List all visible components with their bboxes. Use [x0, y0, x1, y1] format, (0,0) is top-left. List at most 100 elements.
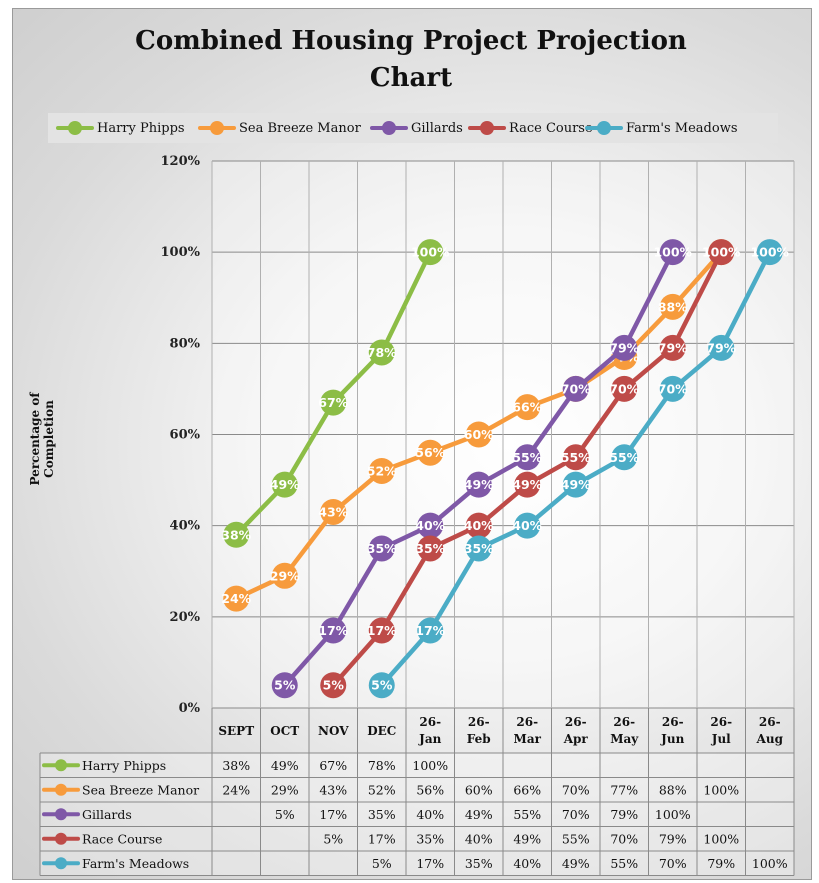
table-cell: 79% — [610, 807, 638, 822]
data-label: 49% — [512, 477, 542, 492]
y-tick-label: 120% — [161, 154, 201, 169]
data-point — [271, 471, 298, 498]
x-category-label: 26- — [710, 715, 732, 729]
x-category-label: Jan — [418, 732, 441, 746]
x-category-label: Aug — [756, 732, 784, 746]
x-category-label: 26- — [419, 715, 441, 729]
x-category-label: OCT — [270, 724, 299, 738]
legend-marker — [468, 119, 506, 137]
x-category-label: 26- — [759, 715, 781, 729]
data-point — [514, 394, 541, 421]
chart-frame — [12, 8, 812, 880]
data-point — [320, 389, 347, 416]
data-point — [223, 521, 250, 548]
series-race-course: 5% 17% 35% 40% 49% 55% 70% 79% 100% — [320, 239, 741, 699]
data-label: 70% — [609, 381, 639, 396]
data-point — [368, 672, 395, 699]
x-category-label: 26- — [468, 715, 490, 729]
data-point — [465, 471, 492, 498]
data-point — [514, 471, 541, 498]
data-label: 35% — [464, 541, 494, 556]
data-point — [514, 512, 541, 539]
table-cell: 35% — [416, 831, 444, 846]
x-category-label: Jun — [660, 732, 684, 746]
table-cell: 88% — [659, 782, 687, 797]
y-tick-label: 100% — [161, 245, 201, 260]
data-point — [708, 239, 735, 266]
legend-marker — [370, 119, 408, 137]
table-series-name: Sea Breeze Manor — [82, 782, 199, 797]
table-cell: 35% — [465, 856, 493, 871]
data-label: 55% — [609, 450, 639, 465]
table-series-name: Farm's Meadows — [82, 856, 189, 871]
table-cell: 55% — [562, 831, 590, 846]
y-tick-label: 40% — [170, 519, 201, 534]
data-label: 29% — [270, 568, 300, 583]
data-point — [756, 239, 783, 266]
legend-label: Farm's Meadows — [626, 120, 738, 136]
data-point — [368, 339, 395, 366]
data-label: 24% — [221, 591, 251, 606]
table-series-name: Harry Phipps — [82, 758, 166, 773]
data-point — [320, 498, 347, 525]
x-category-label: Apr — [563, 732, 589, 746]
data-point — [611, 444, 638, 471]
table-cell: 78% — [368, 758, 396, 773]
data-label: 40% — [464, 518, 494, 533]
data-point — [465, 421, 492, 448]
legend-item: Gillards — [370, 113, 463, 143]
table-cell: 5% — [323, 831, 343, 846]
legend-item: Harry Phipps — [56, 113, 185, 143]
data-point — [611, 375, 638, 402]
data-point — [514, 444, 541, 471]
data-label: 5% — [323, 678, 345, 693]
legend-item: Sea Breeze Manor — [198, 113, 361, 143]
legend-marker — [198, 119, 236, 137]
table-cell: 40% — [465, 831, 493, 846]
x-category-label: 26- — [613, 715, 635, 729]
data-point — [368, 535, 395, 562]
table-cell: 24% — [222, 782, 250, 797]
data-label: 40% — [512, 518, 542, 533]
data-point — [223, 585, 250, 612]
table-cell: 70% — [562, 782, 590, 797]
data-point — [271, 562, 298, 589]
data-point — [465, 535, 492, 562]
legend-item: Race Course — [468, 113, 593, 143]
table-cell: 5% — [372, 856, 392, 871]
data-point — [562, 471, 589, 498]
table-cell: 100% — [703, 782, 739, 797]
y-tick-label: 20% — [170, 610, 201, 625]
data-point — [368, 457, 395, 484]
data-point — [320, 617, 347, 644]
data-point — [368, 617, 395, 644]
data-point — [320, 672, 347, 699]
y-tick-label: 0% — [179, 701, 201, 716]
data-label: 43% — [318, 504, 348, 519]
data-point — [708, 334, 735, 361]
data-point — [465, 512, 492, 539]
legend-item: Farm's Meadows — [585, 113, 738, 143]
data-label: 60% — [464, 427, 494, 442]
table-cell: 5% — [275, 807, 295, 822]
data-point — [659, 334, 686, 361]
data-label: 5% — [371, 678, 393, 693]
data-label: 17% — [367, 623, 397, 638]
data-point — [417, 512, 444, 539]
data-point — [417, 617, 444, 644]
data-label: 66% — [512, 400, 542, 415]
y-tick-label: 80% — [170, 336, 201, 351]
table-legend-marker — [55, 808, 67, 821]
data-label: 49% — [464, 477, 494, 492]
data-label: 40% — [415, 518, 445, 533]
legend-label: Sea Breeze Manor — [239, 120, 361, 136]
table-legend-marker — [55, 857, 67, 870]
table-legend-marker — [55, 832, 67, 845]
data-label: 79% — [658, 340, 688, 355]
data-point — [659, 239, 686, 266]
table-cell: 17% — [368, 831, 396, 846]
table-row: Race Course 5% 17% 35% 40% 49% 55% 70% 79% 100% — [42, 831, 739, 846]
table-cell: 79% — [707, 856, 735, 871]
series-farm-s-meadows: 5% 17% 35% 40% 49% 55% 70% 79% 100% — [368, 239, 790, 699]
